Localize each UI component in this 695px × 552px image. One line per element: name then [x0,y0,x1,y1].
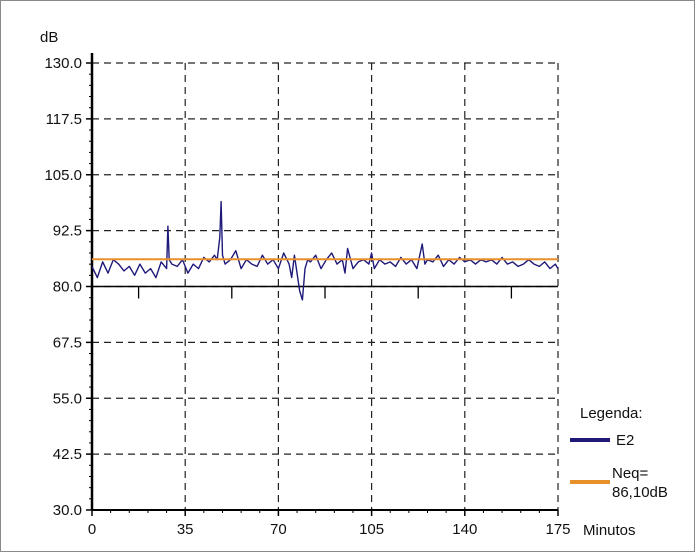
y-tick-label: 92.5 [53,223,82,240]
x-axis-title: Minutos [583,522,636,539]
series-line-e2 [91,200,559,301]
x-tick-label: 105 [359,521,384,538]
series-layer [91,200,559,301]
x-tick-label: 175 [545,521,570,538]
legend-label-neq-line1: Neq= [612,465,649,482]
legend-title: Legenda: [580,405,643,422]
grid [92,62,559,510]
y-tick-label: 105.0 [44,167,82,184]
y-tick-label: 55.0 [53,390,82,407]
x-tick-label: 140 [452,521,477,538]
y-tick-label: 130.0 [44,55,82,72]
y-tick-label: 117.5 [46,111,82,128]
x-tick-label: 0 [88,521,96,538]
legend-label-e2: E2 [616,432,634,449]
legend-label-neq-line2: 86,10dB [612,484,668,501]
legend: Legenda: E2 Neq= 86,10dB [570,405,668,501]
y-tick-label: 42.5 [53,446,82,463]
y-tick-label: 67.5 [53,334,82,351]
x-tick-label: 35 [177,521,194,538]
y-tick-label: 30.0 [53,502,82,519]
y-tick-label: 80.0 [53,279,82,296]
x-tick-label: 70 [270,521,287,538]
y-axis-title: dB [40,29,58,46]
axes: 130.0 117.5 105.0 92.5 80.0 67.5 55.0 42.5 30.0 0… [44,53,571,538]
